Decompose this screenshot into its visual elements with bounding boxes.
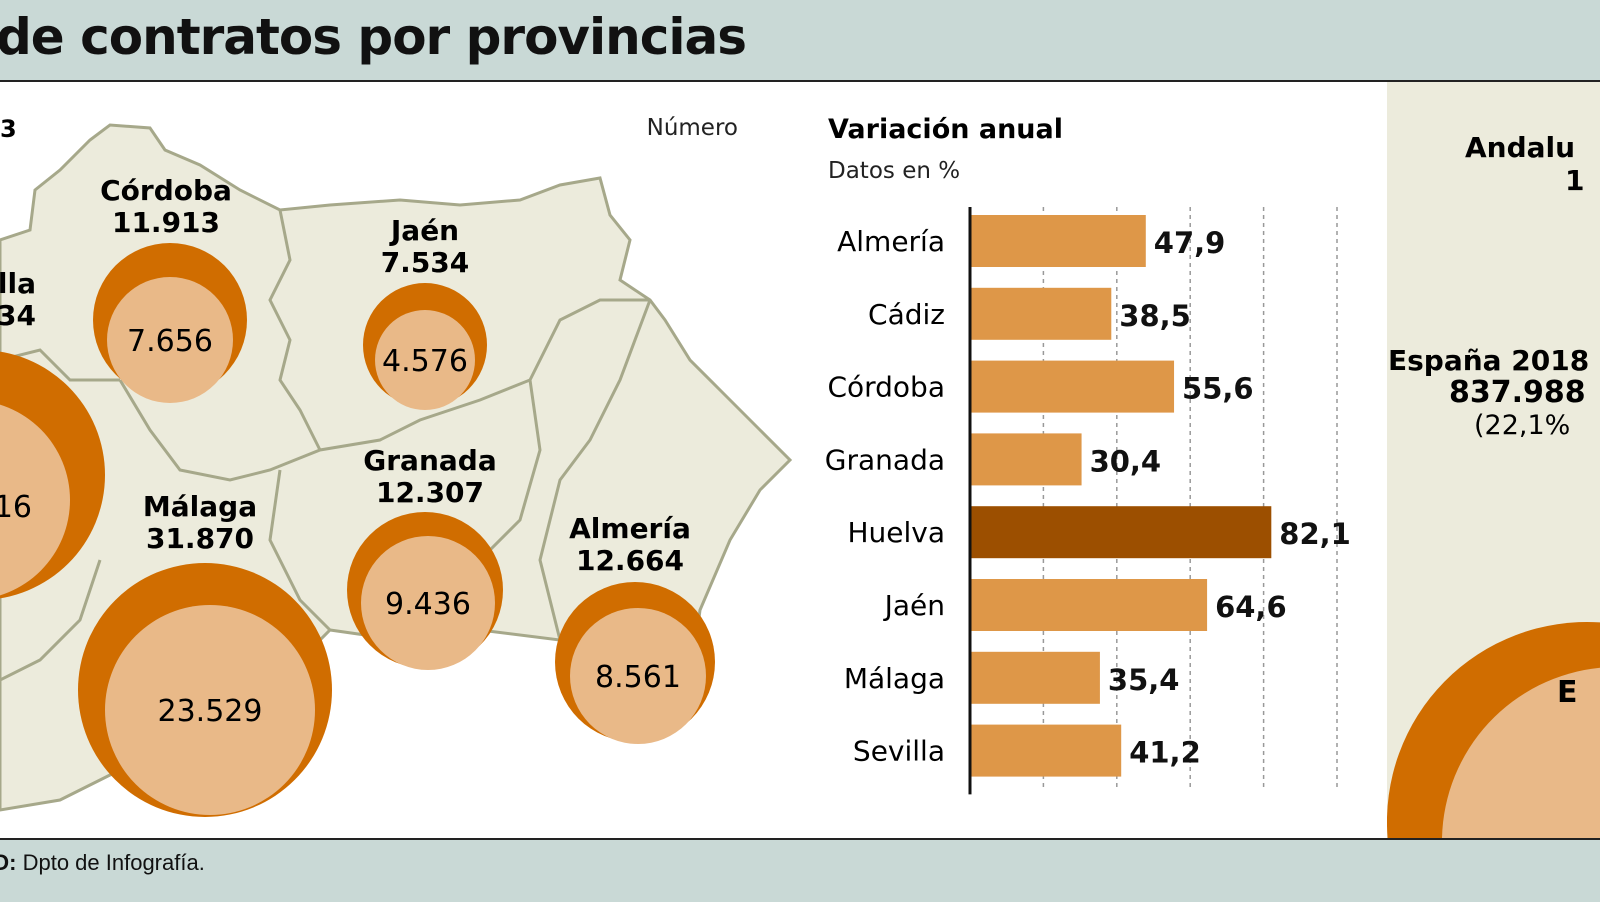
category-label: Almería <box>837 225 945 258</box>
category-label: Cádiz <box>868 298 945 331</box>
province-inner-value: 16 <box>0 490 32 525</box>
bar <box>970 433 1082 486</box>
source-label: O: <box>0 850 17 875</box>
value-label: 82,1 <box>1279 517 1351 551</box>
andalucia-label: Andalu <box>1465 131 1575 164</box>
spain-panel: Andalu 1 España 2018 837.988 (22,1% E <box>1387 82 1600 838</box>
footer: O: Dpto de Infografía. <box>0 838 1600 902</box>
value-label: 41,2 <box>1129 736 1201 770</box>
province-inner-value: 7.656 <box>127 324 213 359</box>
spain-graphic: Andalu 1 España 2018 837.988 (22,1% E <box>1387 131 1600 838</box>
category-label: Huelva <box>847 516 945 549</box>
province-name: Granada <box>363 444 496 477</box>
bar <box>970 724 1122 777</box>
value-label: 30,4 <box>1090 444 1162 478</box>
spain-value: 837.988 <box>1449 375 1586 410</box>
province-inner-circle <box>0 404 70 596</box>
province-total: 31.870 <box>146 522 254 555</box>
category-label: Granada <box>825 443 945 476</box>
category-label: Córdoba <box>827 371 945 404</box>
province-name: Jaén <box>389 214 459 247</box>
bar <box>970 215 1146 267</box>
province-total: 12.307 <box>376 476 484 509</box>
bar-chart: Almería 47,9 Cádiz 38,5 Córdoba 55,6 Granada 30… <box>825 207 1351 795</box>
value-label: 64,6 <box>1215 590 1287 624</box>
province-total: 7.534 <box>381 246 470 279</box>
infographic: 16 7.656 4.576 9.436 23.529 8.561 3 Número ll… <box>0 114 1351 817</box>
map-corner-label: 3 <box>0 115 17 143</box>
province-total: 11.913 <box>112 206 220 239</box>
spain-inner-circle <box>1442 667 1600 838</box>
spain-percent: (22,1% <box>1474 410 1570 441</box>
andalucia-value: 1 <box>1565 164 1584 197</box>
province-circles: 16 7.656 4.576 9.436 23.529 8.561 <box>0 243 715 817</box>
province-borders <box>0 209 652 682</box>
province-name: Almería <box>569 512 691 545</box>
value-label: 38,5 <box>1119 299 1191 333</box>
province-inner-circle <box>570 608 706 744</box>
bar <box>970 506 1272 559</box>
province-name: Córdoba <box>100 174 232 207</box>
category-label: Málaga <box>844 662 945 695</box>
province-total: 34 <box>0 299 36 332</box>
province-name: lla <box>0 267 36 300</box>
province-name: Málaga <box>143 490 257 523</box>
province-inner-circle <box>361 536 495 670</box>
chart-title: Variación anual <box>828 114 1063 145</box>
spain-circle-label: E <box>1557 675 1578 710</box>
province-inner-value: 9.436 <box>385 587 471 622</box>
province-inner-value: 8.561 <box>595 660 681 695</box>
source-line: O: Dpto de Infografía. <box>0 850 205 876</box>
category-label: Sevilla <box>853 735 945 768</box>
bar <box>970 579 1208 631</box>
source-text: Dpto de Infografía. <box>22 850 205 875</box>
value-label: 47,9 <box>1154 226 1226 260</box>
page-title: de contratos por provincias <box>0 8 747 66</box>
province-inner-circle <box>375 310 475 410</box>
chart-subtitle: Datos en % <box>828 158 960 184</box>
spain-label: España 2018 <box>1388 344 1589 377</box>
province-total: 12.664 <box>576 544 684 577</box>
value-label: 35,4 <box>1108 663 1180 697</box>
province-inner-value: 4.576 <box>382 344 468 379</box>
category-label: Jaén <box>883 589 945 622</box>
province-inner-circle <box>105 605 315 815</box>
province-inner-circle <box>107 277 233 403</box>
map-unit-label: Número <box>647 115 738 141</box>
bar <box>970 360 1175 413</box>
header: de contratos por provincias <box>0 0 1600 82</box>
bar <box>970 287 1112 340</box>
value-label: 55,6 <box>1182 372 1254 406</box>
bar <box>970 651 1100 704</box>
province-inner-value: 23.529 <box>158 694 263 729</box>
